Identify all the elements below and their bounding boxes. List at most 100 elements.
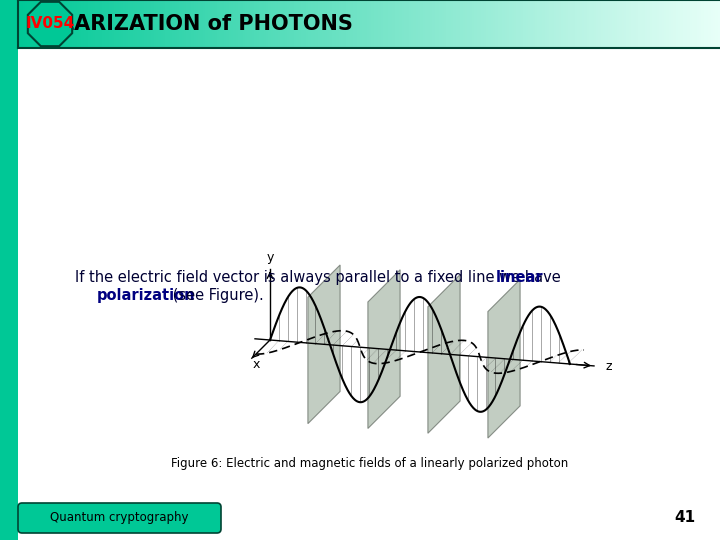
Bar: [35, 0, 37, 48]
Bar: [510, 0, 512, 48]
Bar: [264, 0, 266, 48]
Bar: [621, 0, 624, 48]
Bar: [372, 0, 374, 48]
Bar: [275, 0, 278, 48]
Bar: [556, 0, 559, 48]
Bar: [486, 0, 489, 48]
Bar: [304, 0, 306, 48]
Bar: [121, 0, 124, 48]
Bar: [170, 0, 173, 48]
Bar: [477, 0, 480, 48]
Bar: [138, 0, 140, 48]
Bar: [44, 0, 47, 48]
Text: polarization: polarization: [97, 288, 196, 303]
Text: y: y: [266, 251, 274, 264]
Bar: [306, 0, 309, 48]
Bar: [67, 0, 70, 48]
Bar: [231, 0, 234, 48]
Bar: [287, 0, 290, 48]
Bar: [563, 0, 566, 48]
Bar: [701, 0, 704, 48]
Bar: [254, 0, 257, 48]
Bar: [269, 0, 271, 48]
Bar: [364, 0, 367, 48]
Bar: [353, 0, 356, 48]
Bar: [404, 0, 407, 48]
Bar: [102, 0, 105, 48]
Bar: [608, 0, 611, 48]
Bar: [425, 0, 428, 48]
Bar: [350, 0, 353, 48]
Bar: [149, 0, 152, 48]
Bar: [600, 0, 603, 48]
Bar: [678, 0, 680, 48]
Bar: [212, 0, 215, 48]
Bar: [491, 0, 493, 48]
Bar: [198, 0, 201, 48]
Bar: [638, 0, 641, 48]
Bar: [125, 0, 128, 48]
Bar: [500, 0, 503, 48]
Polygon shape: [488, 279, 520, 438]
Bar: [91, 0, 94, 48]
Bar: [181, 0, 184, 48]
Bar: [362, 0, 365, 48]
Bar: [479, 0, 482, 48]
Bar: [310, 0, 313, 48]
Bar: [215, 0, 217, 48]
Bar: [107, 0, 109, 48]
Bar: [226, 0, 229, 48]
Bar: [27, 0, 30, 48]
Bar: [81, 0, 84, 48]
Bar: [376, 0, 379, 48]
Bar: [582, 0, 585, 48]
Bar: [585, 0, 587, 48]
Bar: [662, 0, 665, 48]
Bar: [439, 0, 442, 48]
Bar: [402, 0, 405, 48]
Bar: [20, 0, 23, 48]
Bar: [369, 0, 372, 48]
Bar: [357, 0, 360, 48]
Bar: [711, 0, 714, 48]
Bar: [63, 0, 66, 48]
Bar: [561, 0, 564, 48]
Bar: [675, 0, 678, 48]
Bar: [521, 0, 524, 48]
Bar: [50, 0, 53, 48]
Bar: [135, 0, 138, 48]
Bar: [196, 0, 199, 48]
Bar: [634, 0, 636, 48]
Bar: [39, 0, 42, 48]
Bar: [666, 0, 669, 48]
Bar: [189, 0, 192, 48]
Bar: [690, 0, 693, 48]
Bar: [612, 0, 615, 48]
Bar: [610, 0, 613, 48]
Text: Figure 6: Electric and magnetic fields of a linearly polarized photon: Figure 6: Electric and magnetic fields o…: [171, 457, 569, 470]
Bar: [505, 0, 508, 48]
Bar: [495, 0, 498, 48]
Bar: [235, 0, 238, 48]
Polygon shape: [308, 265, 340, 424]
Bar: [547, 0, 549, 48]
Bar: [336, 0, 339, 48]
Bar: [132, 0, 135, 48]
Bar: [418, 0, 421, 48]
Bar: [544, 0, 547, 48]
Text: linear: linear: [496, 270, 544, 285]
Bar: [243, 0, 246, 48]
Bar: [130, 0, 133, 48]
Bar: [217, 0, 220, 48]
Polygon shape: [368, 270, 400, 428]
Bar: [456, 0, 459, 48]
Bar: [76, 0, 79, 48]
Bar: [540, 0, 543, 48]
Bar: [580, 0, 582, 48]
Bar: [657, 0, 660, 48]
Bar: [166, 0, 168, 48]
Bar: [549, 0, 552, 48]
Bar: [100, 0, 103, 48]
Bar: [60, 0, 63, 48]
Bar: [699, 0, 702, 48]
